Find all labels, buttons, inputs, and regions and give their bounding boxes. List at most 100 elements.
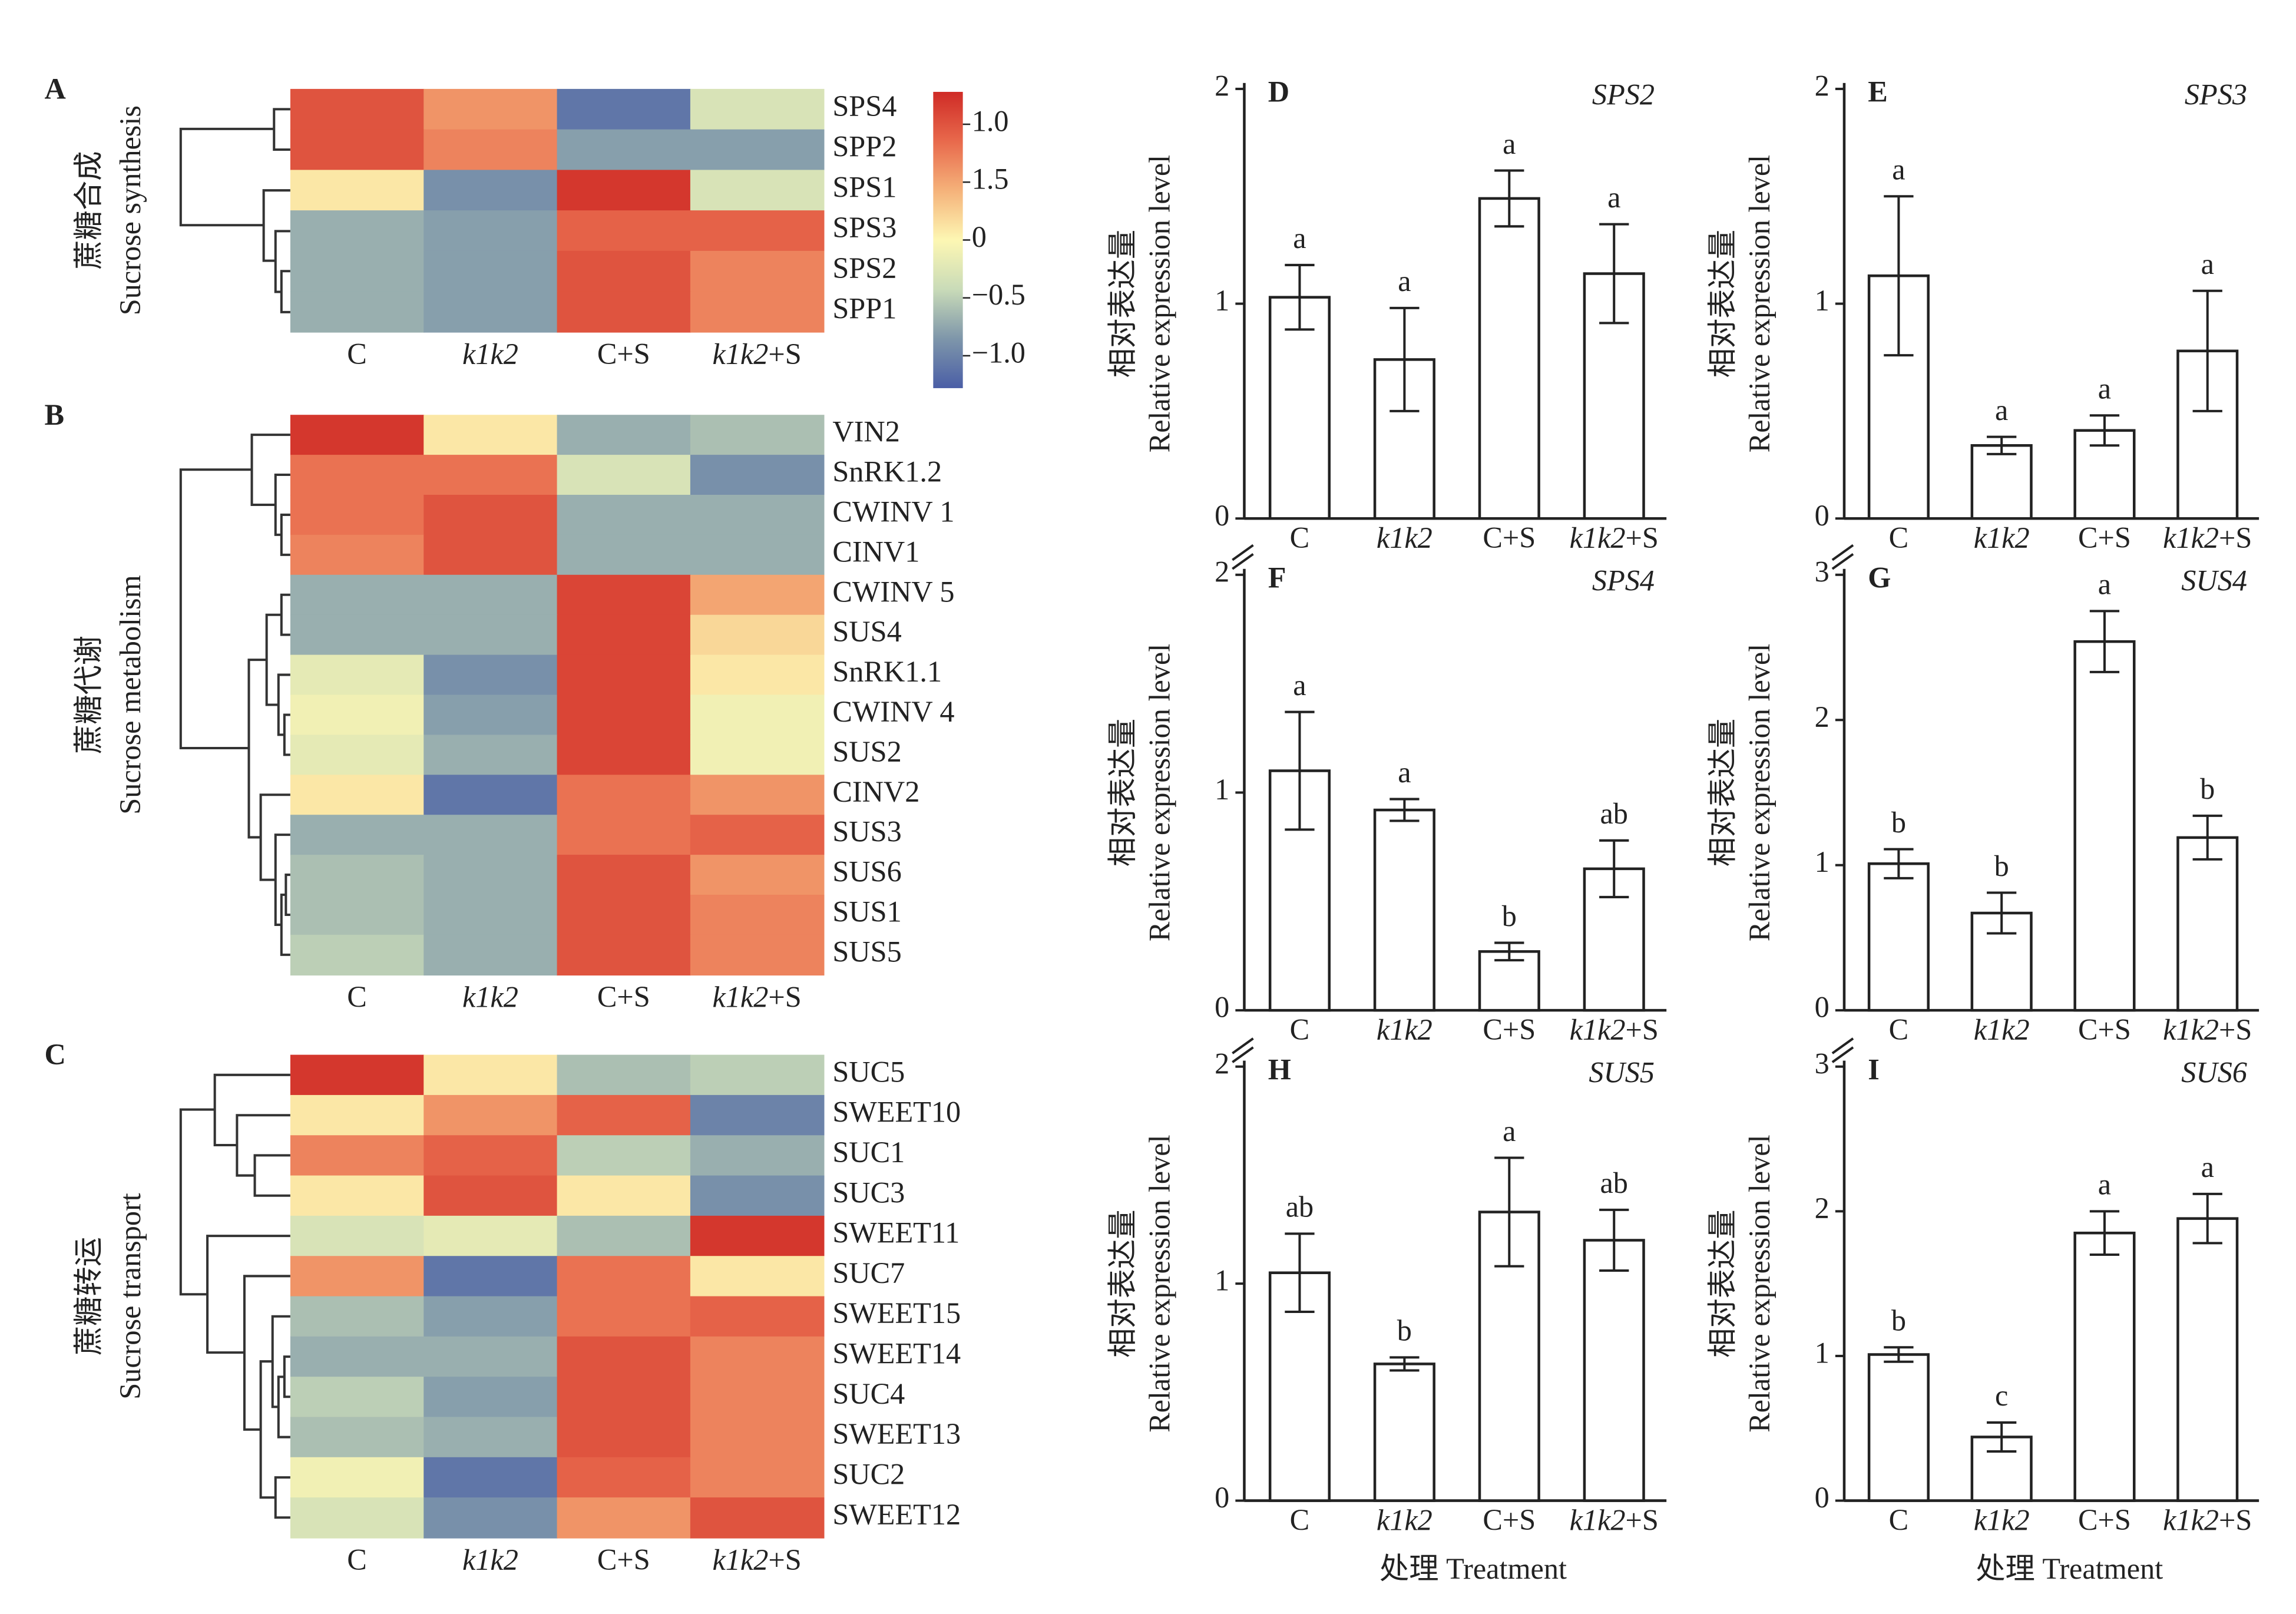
axis-break: [1831, 553, 1854, 570]
chart-title: SPS4: [1592, 564, 1655, 597]
heatmap-cell: [557, 934, 692, 976]
x-tick-label: C+S: [1483, 1503, 1536, 1536]
heatmap-cell: [557, 291, 692, 333]
axis-breaks: [1232, 544, 1854, 1063]
heatmap-cell: [690, 574, 825, 616]
heatmap-cell: [290, 1336, 425, 1378]
y-tick-label: 0: [1215, 1481, 1229, 1514]
heatmap-cell: [690, 494, 825, 536]
axis-label: 蔗糖代谢: [72, 636, 105, 754]
y-tick-label: 2: [1815, 1192, 1829, 1225]
row-label: SUS4: [832, 615, 901, 648]
column-label: C: [347, 1543, 367, 1576]
heatmap-cell: [290, 494, 425, 536]
x-tick-label: k1k2: [1377, 1013, 1432, 1046]
heatmap-cell: [557, 1256, 692, 1297]
heatmap-cell: [557, 1135, 692, 1176]
heatmap-cell: [290, 654, 425, 696]
heatmap-cell: [557, 494, 692, 536]
heatmap-cell: [690, 1215, 825, 1257]
row-label: SPP1: [832, 292, 896, 325]
heatmap-cell: [424, 815, 558, 856]
heatmap-cell: [557, 1094, 692, 1136]
heatmap-cell: [424, 694, 558, 736]
heatmap-cell: [424, 1417, 558, 1458]
panel-letter: H: [1268, 1053, 1291, 1086]
heatmap-cell: [690, 88, 825, 130]
row-label: SWEET11: [832, 1216, 960, 1249]
column-label: k1k2+S: [712, 980, 801, 1013]
heatmap-cell: [424, 735, 558, 776]
heatmap-cell: [424, 415, 558, 456]
heatmap-cell: [290, 1135, 425, 1176]
y-tick-label: 2: [1815, 700, 1829, 733]
heatmap-cell: [690, 210, 825, 252]
bar: [1373, 808, 1435, 1012]
heatmap-cell: [424, 88, 558, 130]
y-tick-label: 3: [1815, 1047, 1829, 1080]
bar: [1867, 1353, 1930, 1502]
heatmap-cell: [290, 1054, 425, 1096]
heatmap-cell: [424, 775, 558, 816]
significance-letter: a: [1607, 181, 1620, 214]
heatmap-cell: [557, 210, 692, 252]
significance-letter: a: [1995, 393, 2008, 426]
heatmap-cell: [290, 210, 425, 252]
heatmap-cell: [290, 1417, 425, 1458]
x-tick-label: C+S: [1483, 521, 1536, 554]
column-label: k1k2+S: [712, 338, 801, 371]
axis-label: 蔗糖转运: [72, 1237, 105, 1355]
x-tick-label: k1k2+S: [1570, 1503, 1659, 1536]
dendrogram-b: [179, 434, 290, 956]
heatmap-cell: [424, 1215, 558, 1257]
heatmap-cell: [290, 895, 425, 936]
heatmap-cell: [690, 129, 825, 171]
x-tick-label: C: [1889, 1013, 1909, 1046]
heatmap-cell: [690, 1135, 825, 1176]
axis-label: 相对表达量: [1706, 719, 1739, 866]
bar: [1970, 444, 2033, 520]
heatmap-cell: [557, 1296, 692, 1338]
significance-letter: ab: [1600, 797, 1627, 830]
heatmap-cell: [290, 1457, 425, 1499]
y-tick-label: 0: [1215, 991, 1229, 1024]
heatmap-cell: [290, 815, 425, 856]
axis-label: 蔗糖合成: [72, 151, 105, 270]
heatmap-cell: [690, 291, 825, 333]
row-label: SPS2: [832, 252, 896, 285]
x-axis-label: 处理 Treatment: [1379, 1552, 1567, 1585]
heatmap-cell: [557, 1497, 692, 1539]
significance-letter: b: [1891, 1304, 1906, 1337]
heatmap-cell: [290, 534, 425, 576]
y-tick-label: 0: [1815, 499, 1829, 532]
row-label: VIN2: [832, 415, 900, 448]
heatmap-cell: [424, 1457, 558, 1499]
heatmap-cell: [690, 1336, 825, 1378]
heatmap-cell: [557, 88, 692, 130]
heatmap-cell: [290, 88, 425, 130]
row-label: SWEET12: [832, 1498, 961, 1531]
axis-label: 相对表达量: [1706, 1209, 1739, 1357]
y-tick-label: 2: [1215, 69, 1229, 102]
y-tick-label: 1: [1815, 1337, 1829, 1370]
heatmap-cell: [290, 250, 425, 292]
column-label: C+S: [597, 1543, 650, 1576]
heatmap-cell: [557, 415, 692, 456]
heatmap-cell: [557, 654, 692, 696]
heatmap-cell: [424, 1175, 558, 1217]
heatmap-cell: [557, 855, 692, 896]
row-label: SUS5: [832, 935, 901, 968]
y-tick-label: 2: [1815, 69, 1829, 102]
heatmap-cell: [424, 250, 558, 292]
heatmap-cell: [424, 494, 558, 536]
bar: [2073, 640, 2136, 1012]
row-label: SnRK1.2: [832, 455, 942, 488]
heatmap-cell: [290, 574, 425, 616]
panel-letter: A: [44, 72, 65, 105]
row-label: CWINV 5: [832, 575, 954, 608]
significance-letter: a: [2098, 372, 2111, 405]
bar: [2176, 836, 2239, 1012]
heatmap-cell: [690, 654, 825, 696]
heatmap-cell: [424, 534, 558, 576]
